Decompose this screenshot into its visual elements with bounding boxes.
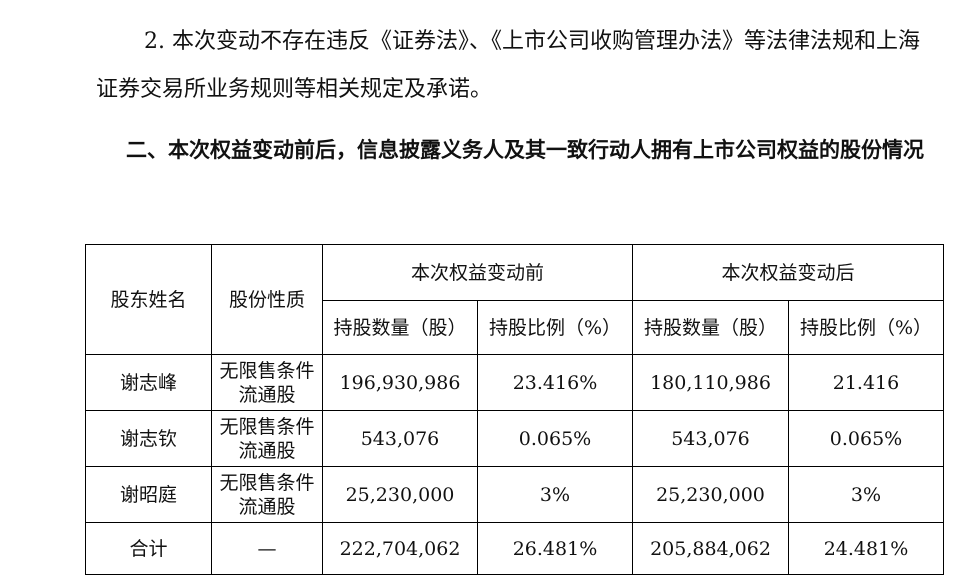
table-row: 谢昭庭 无限售条件流通股 25,230,000 3% 25,230,000 3% bbox=[85, 466, 944, 523]
table-row: 谢志钦 无限售条件流通股 543,076 0.065% 543,076 0.06… bbox=[85, 410, 944, 467]
cell-before-quantity: 196,930,986 bbox=[322, 354, 478, 411]
paragraph-compliance: 2. 本次变动不存在违反《证券法》、《上市公司收购管理办法》等法律法规和上海证券… bbox=[96, 18, 936, 114]
cell-after-ratio: 21.416 bbox=[788, 354, 944, 411]
cell-shareholder-name: 谢昭庭 bbox=[85, 466, 212, 523]
cell-before-ratio: 23.416% bbox=[477, 354, 633, 411]
header-shareholder-name: 股东姓名 bbox=[85, 244, 212, 355]
cell-total-before-ratio: 26.481% bbox=[477, 522, 633, 575]
cell-total-nature: — bbox=[211, 522, 323, 575]
cell-after-quantity: 543,076 bbox=[632, 410, 789, 467]
cell-share-nature: 无限售条件流通股 bbox=[211, 410, 323, 467]
cell-after-quantity: 180,110,986 bbox=[632, 354, 789, 411]
header-after-ratio: 持股比例（%） bbox=[788, 300, 944, 355]
cell-share-nature: 无限售条件流通股 bbox=[211, 354, 323, 411]
header-after-quantity: 持股数量（股） bbox=[632, 300, 789, 355]
cell-total-before-quantity: 222,704,062 bbox=[322, 522, 478, 575]
section-heading: 二、本次权益变动前后，信息披露义务人及其一致行动人拥有上市公司权益的股份情况 bbox=[70, 126, 940, 174]
header-before-change: 本次权益变动前 bbox=[322, 244, 633, 301]
total-row: 合计 — 222,704,062 26.481% 205,884,062 24.… bbox=[85, 522, 944, 575]
cell-after-quantity: 25,230,000 bbox=[632, 466, 789, 523]
section-heading-text: 二、本次权益变动前后，信息披露义务人及其一致行动人拥有上市公司权益的股份情况 bbox=[126, 138, 924, 162]
cell-before-ratio: 3% bbox=[477, 466, 633, 523]
header-before-quantity: 持股数量（股） bbox=[322, 300, 478, 355]
cell-before-quantity: 25,230,000 bbox=[322, 466, 478, 523]
cell-total-after-quantity: 205,884,062 bbox=[632, 522, 789, 575]
paragraph-text: 2. 本次变动不存在违反《证券法》、《上市公司收购管理办法》等法律法规和上海证券… bbox=[96, 29, 920, 102]
shareholding-table: 股东姓名 股份性质 本次权益变动前 本次权益变动后 持股数量（股） 持股比例（%… bbox=[85, 244, 944, 575]
header-share-nature: 股份性质 bbox=[211, 244, 323, 355]
table-row: 谢志峰 无限售条件流通股 196,930,986 23.416% 180,110… bbox=[85, 354, 944, 411]
header-after-change: 本次权益变动后 bbox=[632, 244, 944, 301]
cell-shareholder-name: 谢志峰 bbox=[85, 354, 212, 411]
cell-before-quantity: 543,076 bbox=[322, 410, 478, 467]
cell-share-nature: 无限售条件流通股 bbox=[211, 466, 323, 523]
cell-after-ratio: 0.065% bbox=[788, 410, 944, 467]
cell-total-after-ratio: 24.481% bbox=[788, 522, 944, 575]
cell-shareholder-name: 谢志钦 bbox=[85, 410, 212, 467]
cell-total-label: 合计 bbox=[85, 522, 212, 575]
header-before-ratio: 持股比例（%） bbox=[477, 300, 633, 355]
header-row-1: 股东姓名 股份性质 本次权益变动前 本次权益变动后 bbox=[85, 244, 944, 355]
cell-after-ratio: 3% bbox=[788, 466, 944, 523]
header-row-2: 持股数量（股） 持股比例（%） 持股数量（股） 持股比例（%） bbox=[86, 300, 944, 355]
cell-before-ratio: 0.065% bbox=[477, 410, 633, 467]
